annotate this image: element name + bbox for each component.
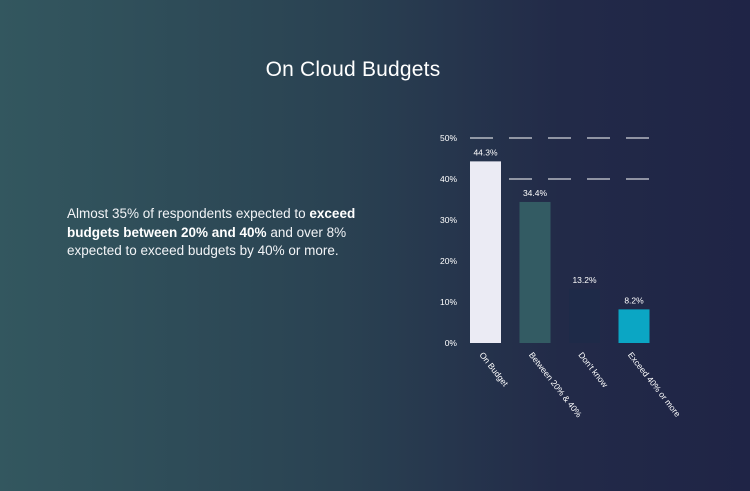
page-title: On Cloud Budgets: [265, 58, 441, 81]
summary-text: Almost 35% of respondents expected to ex…: [67, 205, 397, 261]
category-label: Exceed 40% or more: [626, 350, 683, 419]
bar-2: [569, 288, 600, 343]
summary-text-part2: and over 8% expected to exceed budgets b…: [67, 224, 347, 259]
y-axis-ticks: 0% 10% 20% 30% 40% 50%: [440, 133, 457, 348]
data-label: 44.3%: [473, 147, 498, 157]
x-axis-labels: On Budget Between 20% & 40%Don't know Exce…: [477, 350, 682, 419]
y-tick-label: 20%: [440, 256, 457, 266]
y-tick-label: 40%: [440, 174, 457, 184]
y-tick-label: 50%: [440, 133, 457, 143]
bar-1: [519, 201, 551, 343]
summary-text-bold: exceed budgets between 20% and 40%: [67, 206, 356, 240]
y-tick-label: 0%: [445, 338, 458, 348]
chart-gridlines: [470, 137, 652, 180]
y-tick-label: 30%: [440, 215, 457, 225]
category-label: Don't know: [576, 350, 610, 390]
data-label: 34.4%: [523, 188, 548, 198]
bar-3: [618, 309, 650, 343]
category-label: On Budget: [477, 350, 510, 389]
chart-data-labels: 44.3% 34.4% 13.2% 8.2%: [473, 147, 644, 305]
data-label: 8.2%: [624, 295, 644, 305]
category-label: Between 20% & 40%: [527, 350, 584, 419]
chart-bars: [470, 161, 650, 343]
data-label: 13.2%: [572, 275, 597, 285]
summary-text-part1: Almost 35% of respondents expected to: [67, 206, 310, 221]
y-tick-label: 10%: [440, 297, 457, 307]
bar-0: [470, 161, 501, 343]
